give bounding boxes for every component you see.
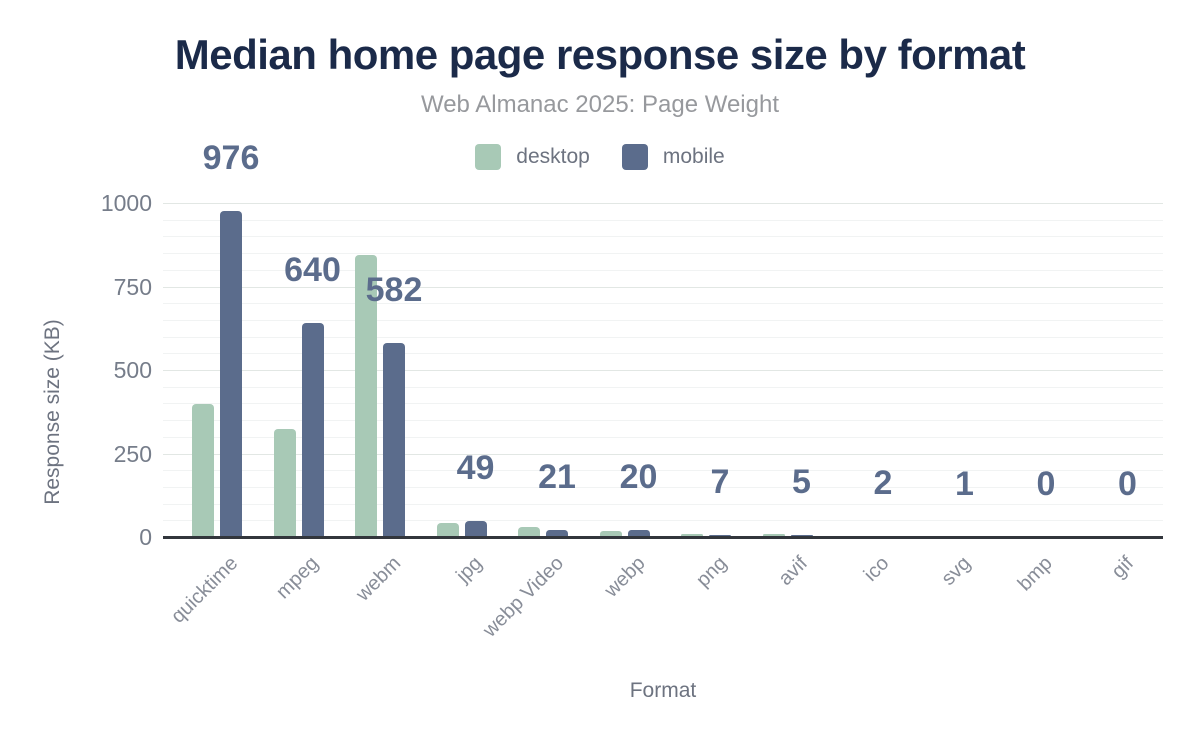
data-label-gif: 0 [1118, 465, 1137, 503]
bar-desktop-quicktime[interactable] [192, 404, 214, 537]
gridline-minor-200 [163, 470, 1163, 472]
legend: desktop mobile [0, 143, 1200, 171]
y-tick-250: 250 [113, 440, 152, 467]
data-label-mpeg: 640 [284, 251, 341, 290]
x-axis-title: Format [629, 679, 697, 702]
bar-desktop-webm[interactable] [355, 254, 377, 537]
data-label-avif: 5 [792, 463, 811, 502]
y-tick-500: 500 [113, 357, 152, 383]
gridline-minor-400 [163, 403, 1163, 405]
gridline-minor-550 [163, 353, 1163, 355]
x-tick-bmp: bmp [1013, 552, 1057, 596]
x-tick-webm: webm [351, 552, 405, 606]
legend-item-desktop: desktop [475, 144, 590, 170]
data-label-quicktime: 976 [202, 139, 260, 178]
data-label-jpg: 49 [456, 448, 495, 487]
legend-label-desktop: desktop [516, 145, 590, 168]
x-tick-png: png [691, 552, 731, 592]
x-tick-quicktime: quicktime [166, 552, 242, 628]
y-axis-title: Response size (KB) [41, 319, 64, 505]
plot-area: 976 640 582 49 21 20 7 5 2 1 0 0 [163, 141, 1163, 539]
x-tick-avif: avif [774, 552, 813, 590]
bar-desktop-avif[interactable] [762, 534, 785, 537]
gridline-minor-100 [163, 503, 1163, 505]
gridline-minor-450 [163, 386, 1163, 388]
legend-swatch-desktop [475, 144, 502, 170]
bar-mobile-png[interactable] [709, 534, 731, 537]
gridline-minor-850 [163, 253, 1163, 255]
gridline-minor-900 [163, 236, 1163, 238]
bar-desktop-jpg[interactable] [436, 522, 459, 537]
gridline-minor-600 [163, 336, 1163, 338]
gridline-minor-950 [163, 219, 1163, 221]
bar-desktop-webp[interactable] [599, 530, 622, 537]
data-label-webp: 20 [619, 458, 658, 497]
x-tick-ico: ico [860, 552, 894, 586]
gridline-minor-50 [163, 520, 1163, 522]
bar-desktop-png[interactable] [681, 534, 703, 537]
data-label-ico: 2 [873, 464, 893, 503]
x-tick-jpg: jpg [451, 552, 487, 587]
y-tick-1000: 1000 [100, 190, 152, 216]
chart-title: Median home page response size by format [174, 31, 1026, 78]
legend-item-mobile: mobile [621, 144, 725, 170]
bar-mobile-quicktime[interactable] [220, 211, 242, 537]
bar-mobile-mpeg[interactable] [301, 323, 324, 537]
bar-mobile-webp-video[interactable] [546, 530, 568, 537]
x-tick-webp-video: webp Video [478, 552, 568, 642]
data-label-png: 7 [710, 462, 730, 501]
gridline-minor-650 [163, 319, 1163, 321]
x-tick-gif: gif [1107, 552, 1139, 583]
legend-label-mobile: mobile [662, 145, 725, 168]
chart-subtitle: Web Almanac 2025: Page Weight [420, 91, 779, 118]
bar-desktop-mpeg[interactable] [273, 429, 296, 537]
gridline-minor-300 [163, 436, 1163, 438]
data-label-bmp: 0 [1036, 465, 1056, 503]
bar-desktop-webp-video[interactable] [518, 526, 540, 537]
bar-mobile-webp[interactable] [627, 530, 650, 537]
data-label-svg: 1 [955, 464, 974, 503]
bar-mobile-webm[interactable] [383, 342, 405, 537]
legend-swatch-mobile [621, 144, 648, 170]
gridline-minor-150 [163, 486, 1163, 488]
data-label-webp-video: 21 [538, 458, 576, 496]
y-tick-750: 750 [113, 273, 152, 300]
x-tick-mpeg: mpeg [272, 552, 324, 604]
gridline-major-500 [163, 370, 1163, 371]
gridline-minor-800 [163, 269, 1163, 271]
x-tick-svg: svg [937, 552, 976, 590]
y-tick-0: 0 [139, 524, 152, 550]
gridline-major-250 [163, 453, 1163, 455]
bar-mobile-jpg[interactable] [464, 520, 487, 537]
gridline-major-750 [163, 286, 1163, 288]
gridline-minor-700 [163, 303, 1163, 305]
gridline-major-1000 [163, 203, 1163, 204]
data-label-webm: 582 [365, 270, 423, 309]
gridline-minor-350 [163, 420, 1163, 422]
x-axis-line [163, 536, 1163, 539]
x-tick-webp: webp [599, 552, 650, 602]
